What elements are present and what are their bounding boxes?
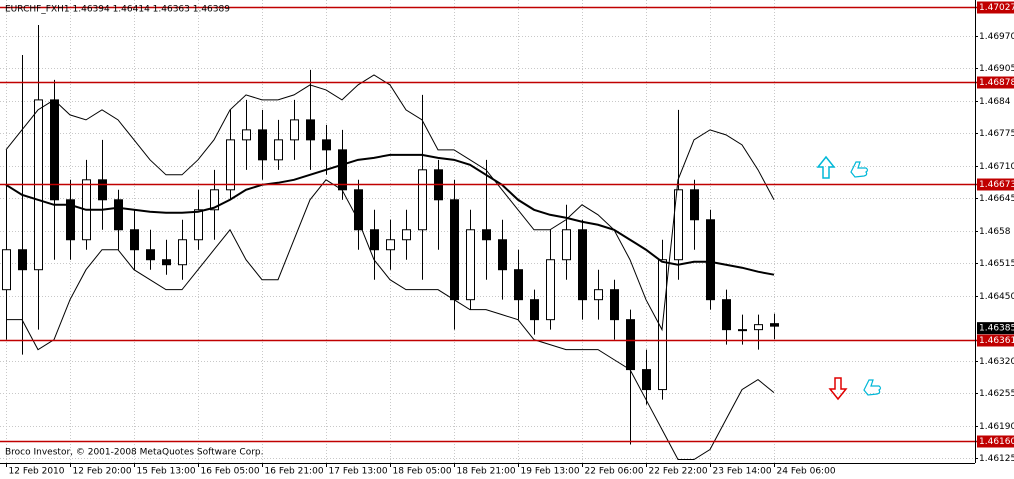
candle-body [642,369,651,391]
candle-body [546,259,555,321]
candle-body [722,299,731,331]
chart-title: EURCHF_FXH1 1.46394 1.46414 1.46363 1.46… [5,5,230,15]
level-label: 1.46160 [979,437,1014,447]
candle-body [530,299,539,321]
y-tick-label: 1.46645 [979,194,1014,204]
candle-body [130,229,139,251]
y-tick-label: 1.46450 [979,292,1014,302]
level-label-box [977,334,1014,347]
candle-body [738,329,747,332]
sell-signal [828,377,882,401]
x-tick-label: 17 Feb 13:00 [329,467,388,477]
up-arrow [816,155,836,179]
x-tick-label: 12 Feb 2010 [9,467,65,477]
level-label-box [977,178,1014,191]
candle-body [194,209,203,241]
y-tick-label: 1.4684 [979,97,1011,107]
y-tick-label: 1.46905 [979,64,1014,74]
x-tick-label: 22 Feb 22:00 [649,467,708,477]
buy-signal [816,155,869,179]
candle-body [674,189,683,261]
x-tick-label: 18 Feb 21:00 [457,467,516,477]
candle-body [18,249,27,271]
axes: 1.46970 1.46905 1.4684 1.46775 1.46710 1.4664… [6,1,1014,477]
level-label-box [977,1,1014,14]
y-tick-label: 1.46970 [979,32,1014,42]
candle-body [610,289,619,321]
candle-body [322,139,331,151]
last-price-box [977,322,1014,335]
y-tick-label: 1.4658 [979,227,1011,237]
candle-body [706,219,715,301]
x-tick-label: 19 Feb 13:00 [521,467,580,477]
x-tick-label: 23 Feb 14:00 [713,467,772,477]
x-tick-label: 16 Feb 21:00 [265,467,324,477]
candle-body [226,139,235,191]
indicator-line [5,74,775,332]
plot [0,6,1014,461]
candle-body [482,229,491,241]
candle-body [306,119,315,141]
candle-body [498,239,507,271]
candle-body [210,189,219,211]
x-tick-label: 22 Feb 06:00 [585,467,644,477]
candle-body [514,269,523,301]
level-label: 1.46361 [979,336,1014,346]
candle-body [146,249,155,261]
x-tick-label: 15 Feb 13:00 [137,467,196,477]
candle-body [66,199,75,241]
y-tick-label: 1.46515 [979,259,1014,269]
candle-body [418,169,427,231]
x-tick-label: 24 Feb 06:00 [777,467,836,477]
level-label: 1.46878 [979,78,1014,88]
candle-body [98,179,107,201]
x-tick-label: 16 Feb 05:00 [201,467,260,477]
y-tick-label: 1.46775 [979,129,1014,139]
candle-body [258,129,267,161]
down-arrow [828,377,848,401]
candle-body [690,189,699,221]
candle-body [578,229,587,301]
level-label: 1.47027 [979,3,1014,13]
candle-body [290,119,299,141]
candle-body [178,239,187,266]
y-tick-label: 1.46255 [979,389,1014,399]
footer: Broco Investor, © 2001-2008 MetaQuotes S… [5,448,264,458]
x-tick-label: 12 Feb 20:00 [73,467,132,477]
candle-body [354,189,363,231]
candle-body [370,229,379,251]
candle-body [626,319,635,371]
candle-body [770,323,779,327]
y-tick-label: 1.46320 [979,357,1014,367]
indicator-line [6,179,775,461]
candle-body [242,129,251,141]
level-label-box [977,435,1014,448]
y-tick-label: 1.46710 [979,162,1014,172]
hand-icon [863,379,882,396]
candle-body [450,199,459,301]
candle-body [402,229,411,241]
candle-body [594,289,603,301]
indicator-line [5,153,775,276]
hand-icon [850,161,869,178]
candle-body [466,229,475,301]
candle-body [274,139,283,161]
last-price-label: 1.46385 [979,324,1014,334]
candle-body [2,249,11,291]
y-tick-label: 1.46190 [979,422,1014,432]
candle-body [754,324,763,331]
x-tick-label: 18 Feb 05:00 [393,467,452,477]
candle-body [386,239,395,251]
candle-body [114,199,123,231]
candle-body [162,259,171,266]
level-label-box [977,76,1014,89]
level-label: 1.46673 [979,180,1014,190]
candle-body [562,229,571,261]
y-tick-label: 1.46125 [979,454,1014,464]
